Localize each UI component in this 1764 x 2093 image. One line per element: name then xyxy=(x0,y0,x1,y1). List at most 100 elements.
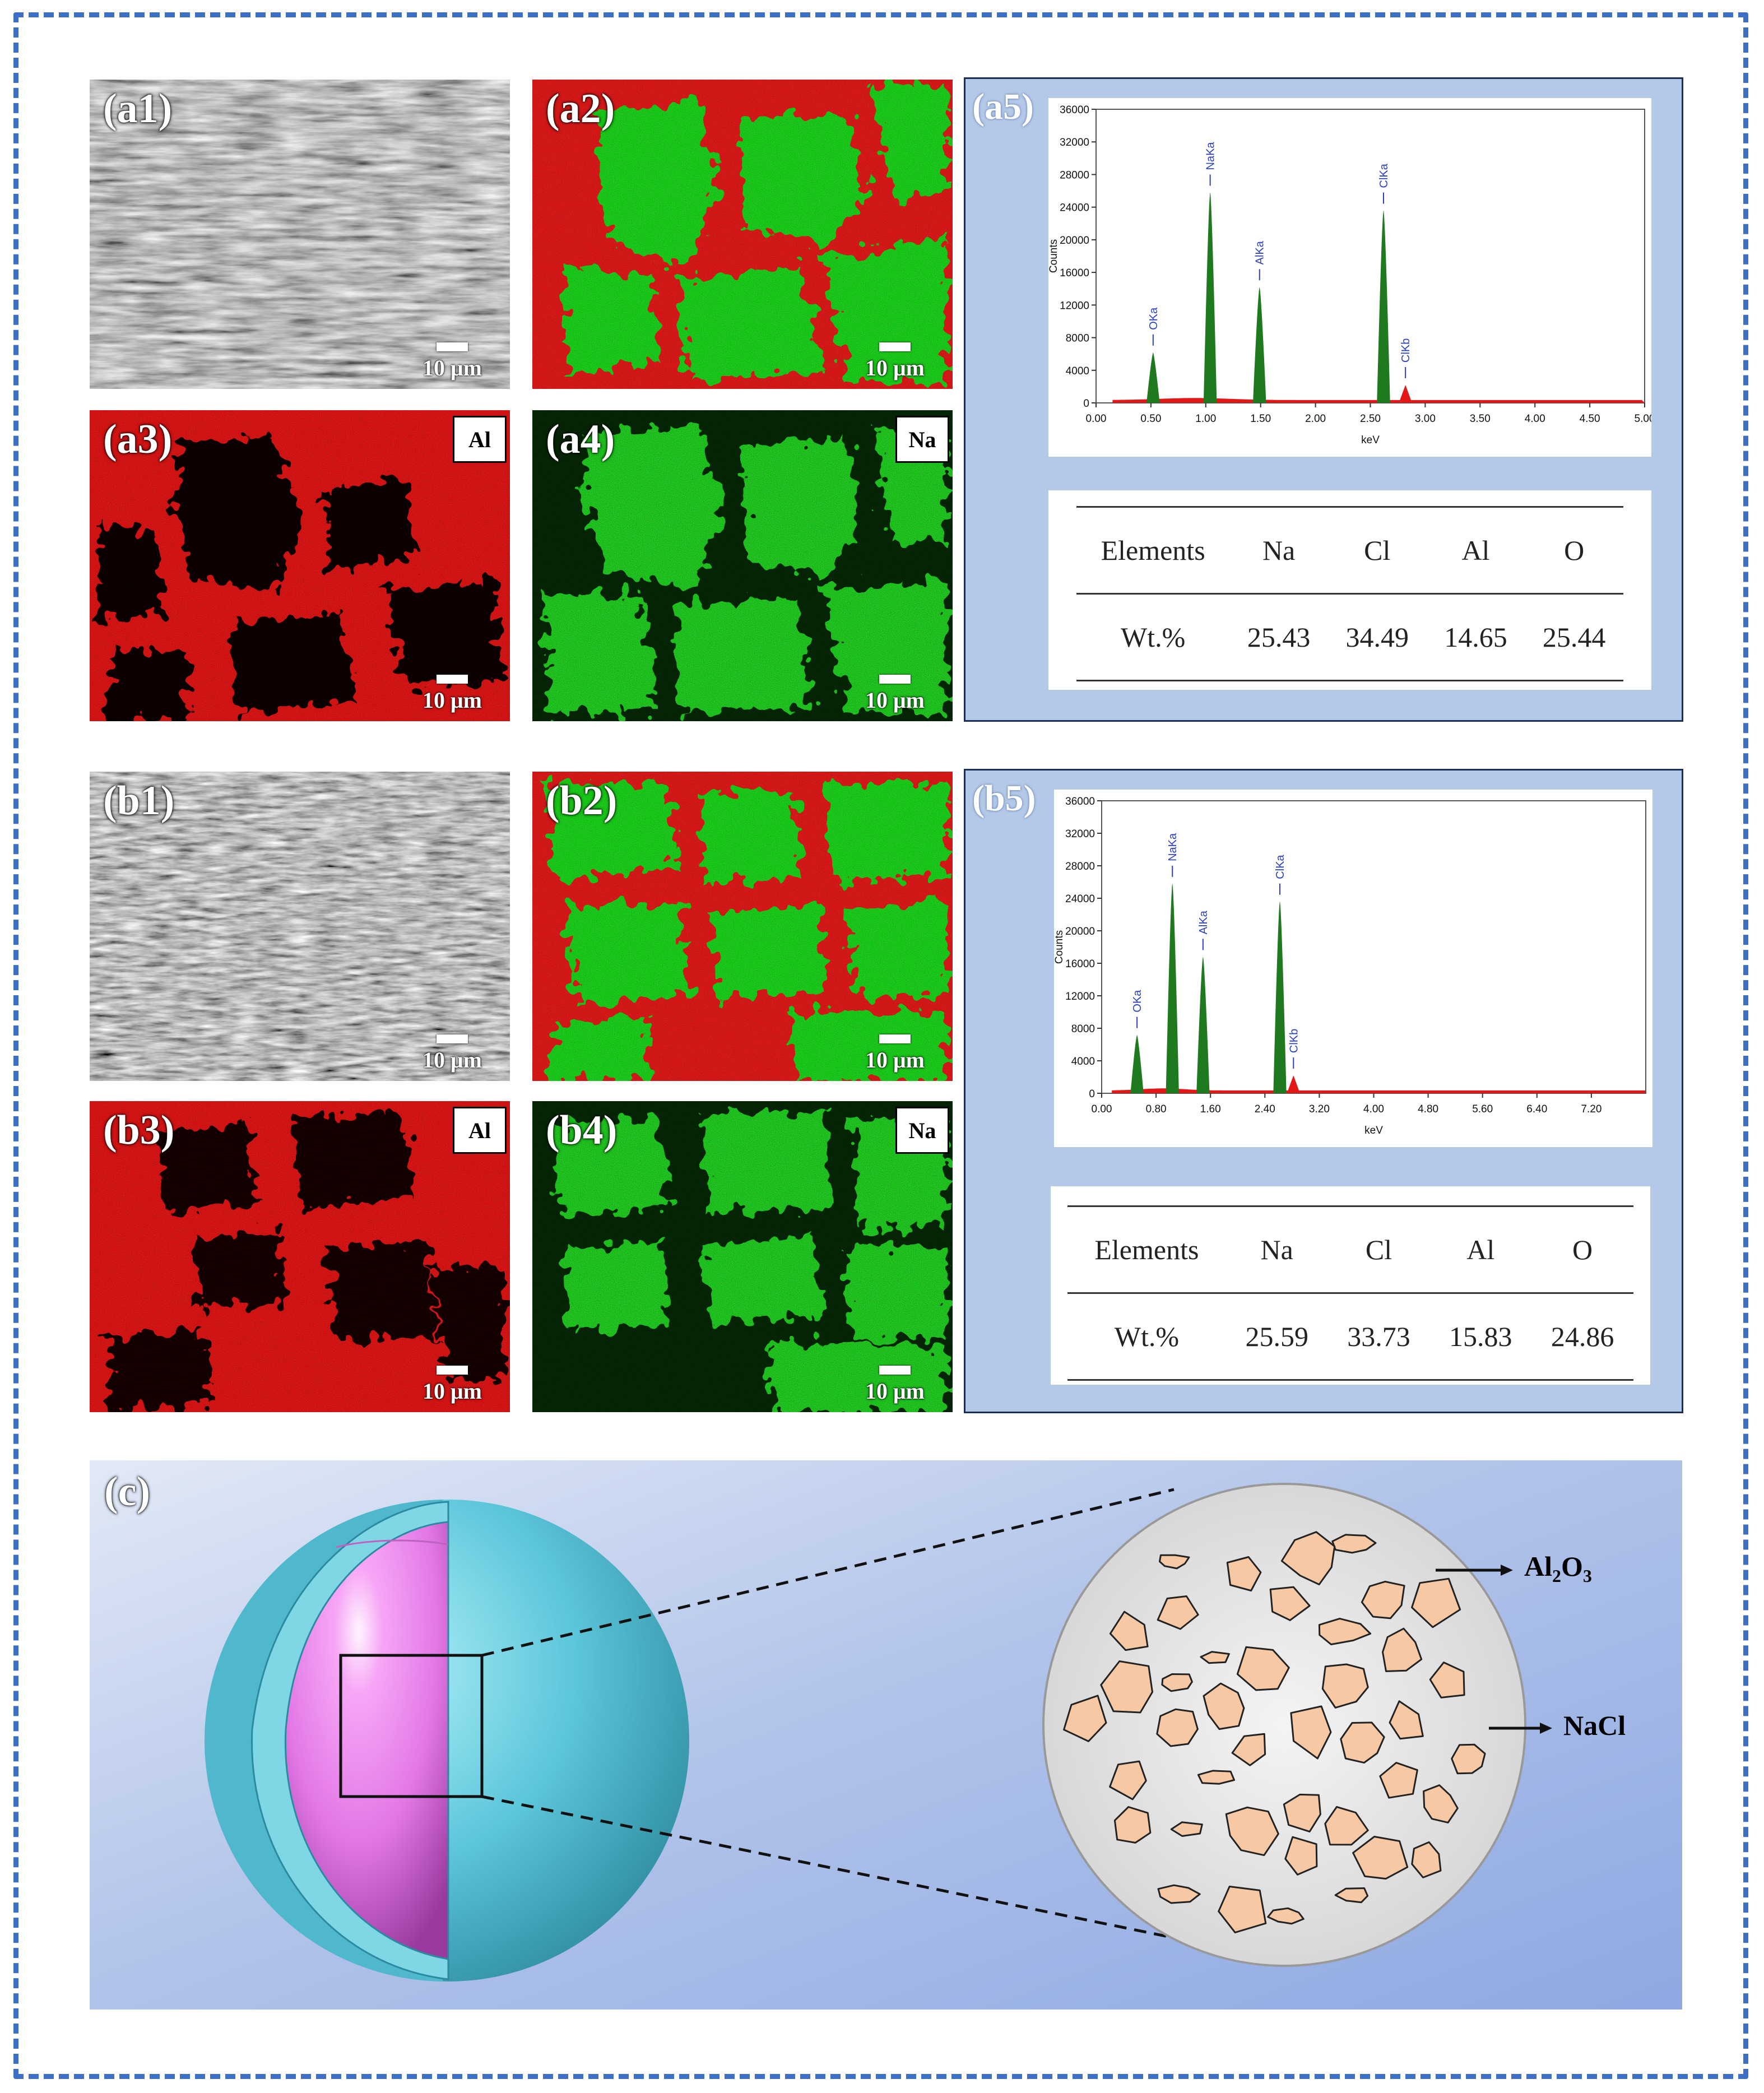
y-tick-label-0-6: 24000 xyxy=(1060,202,1089,214)
peak-AlKa-0 xyxy=(1252,287,1266,403)
scale-bar-a3: 10 μm xyxy=(410,675,494,713)
spectrum-background-1 xyxy=(1112,1088,1646,1093)
al-map-a3: (a3) Al 10 μm xyxy=(90,410,510,721)
panel-label-b4: (b4) xyxy=(546,1107,618,1153)
wt-table-b5: Elements Na Cl Al O Wt.% 25.59 33.73 15.83 24.86 xyxy=(1067,1205,1633,1381)
x-tick-label-0-6: 3.00 xyxy=(1415,413,1436,425)
x-tick-label-1-0: 0.00 xyxy=(1092,1103,1112,1115)
al2o3-particle xyxy=(1423,1784,1459,1823)
table-header-row: Elements Na Cl Al O xyxy=(1067,1205,1633,1294)
y-tick-label-0-3: 12000 xyxy=(1060,300,1089,312)
al2o3-particle xyxy=(1361,1580,1405,1619)
x-tick-label-0-4: 2.00 xyxy=(1305,413,1326,425)
y-tick-label-1-3: 12000 xyxy=(1065,991,1095,1003)
al2o3-particle xyxy=(1203,1682,1245,1730)
peak-OKa-1 xyxy=(1130,1034,1144,1093)
element-label-al-b3: Al xyxy=(453,1107,507,1154)
peak-ClKa-1 xyxy=(1273,901,1287,1093)
y-tick-label-1-8: 32000 xyxy=(1065,828,1095,840)
sem-image-b1: (b1) 10 μm xyxy=(90,772,510,1081)
table-cell: 33.73 xyxy=(1327,1293,1430,1381)
x-tick-label-0-3: 1.50 xyxy=(1250,413,1271,425)
y-axis-label-0: Counts xyxy=(1048,239,1060,273)
x-tick-label-0-9: 4.50 xyxy=(1580,413,1600,425)
al2o3-particle xyxy=(1170,1821,1203,1837)
table-header-cell: Elements xyxy=(1067,1205,1226,1294)
al2o3-particle xyxy=(1161,1673,1193,1692)
x-tick-label-1-4: 3.20 xyxy=(1309,1103,1330,1115)
al2o3-particle xyxy=(1324,1806,1369,1846)
y-tick-label-0-7: 28000 xyxy=(1060,169,1089,181)
y-tick-label-0-0: 0 xyxy=(1083,398,1089,410)
al2o3-particle xyxy=(1159,1554,1190,1570)
na-map-a4: (a4) Na 10 μm xyxy=(532,410,953,721)
al2o3-particle xyxy=(1109,1760,1147,1800)
y-tick-label-0-2: 8000 xyxy=(1066,333,1089,345)
x-tick-label-0-1: 0.50 xyxy=(1140,413,1161,425)
x-tick-label-0-2: 1.00 xyxy=(1195,413,1216,425)
x-tick-label-0-10: 5.00 xyxy=(1635,413,1651,425)
peak-label-ClKa-0: ClKa xyxy=(1378,163,1390,188)
table-cell: 14.65 xyxy=(1426,593,1525,681)
al2o3-particle xyxy=(1290,1705,1332,1760)
x-tick-label-1-5: 4.00 xyxy=(1363,1103,1384,1115)
panel-label-a4: (a4) xyxy=(546,416,615,462)
y-tick-label-1-6: 24000 xyxy=(1065,893,1095,905)
table-cell: 15.83 xyxy=(1429,1293,1532,1381)
wt-table-card-b5: Elements Na Cl Al O Wt.% 25.59 33.73 15.83 24.86 xyxy=(1051,1186,1650,1385)
core-shell-sphere xyxy=(205,1500,689,1981)
peak-NaKa-0 xyxy=(1203,192,1217,403)
table-cell: Wt.% xyxy=(1067,1293,1226,1381)
al2o3-particle xyxy=(1334,1887,1369,1904)
peak-ClKa-0 xyxy=(1377,210,1390,403)
al2o3-particle xyxy=(1197,1770,1235,1785)
peak-label-NaKa-0: NaKa xyxy=(1205,142,1217,170)
x-axis-label-1: keV xyxy=(1364,1125,1383,1136)
y-tick-label-1-9: 36000 xyxy=(1065,796,1095,808)
peak-ClKb-0 xyxy=(1399,384,1412,403)
panel-label-a2: (a2) xyxy=(546,86,615,132)
al-map-b3: (b3) Al 10 μm xyxy=(90,1101,510,1412)
y-tick-label-0-5: 20000 xyxy=(1060,235,1089,247)
zoom-line-bottom xyxy=(481,1795,1169,1938)
al2o3-particle xyxy=(1231,1733,1266,1766)
x-tick-label-0-5: 2.50 xyxy=(1360,413,1381,425)
y-tick-label-0-4: 16000 xyxy=(1060,267,1089,279)
table-row: Wt.% 25.59 33.73 15.83 24.86 xyxy=(1067,1293,1633,1381)
sem-image-a1: (a1) 10 μm xyxy=(90,80,510,389)
peak-ClKb-1 xyxy=(1287,1075,1300,1093)
y-tick-label-1-1: 4000 xyxy=(1071,1056,1095,1068)
al2o3-particle xyxy=(1389,1700,1424,1740)
table-cell: 25.59 xyxy=(1225,1293,1328,1381)
peak-label-OKa-0: OKa xyxy=(1148,307,1160,330)
scale-bar-a1: 10 μm xyxy=(410,342,494,381)
x-axis-label-0: keV xyxy=(1361,434,1380,446)
panel-label-b2: (b2) xyxy=(546,778,618,824)
panel-label-c: (c) xyxy=(104,1469,151,1515)
al2o3-particle xyxy=(1157,1595,1199,1630)
table-header-cell: O xyxy=(1531,1205,1633,1294)
al2o3-particle xyxy=(1226,1556,1262,1591)
table-header-cell: Na xyxy=(1229,506,1328,595)
al2o3-label: Al2O3 xyxy=(1524,1551,1592,1586)
al2o3-particle xyxy=(1379,1762,1418,1799)
peak-label-AlKa-1: AlKa xyxy=(1197,910,1210,934)
table-header-cell: Na xyxy=(1225,1205,1328,1294)
scale-bar-a4: 10 μm xyxy=(853,675,937,713)
na-map-b4: (b4) Na 10 μm xyxy=(532,1101,953,1412)
scale-bar-b2: 10 μm xyxy=(853,1034,937,1073)
element-label-al-a3: Al xyxy=(453,416,507,463)
al2o3-particle xyxy=(1157,1884,1201,1904)
al2o3-particle xyxy=(1340,1721,1385,1764)
eds-spectrum-a5: 0 4000 8000 12000 16000 20000 24000 28000 32000 3… xyxy=(1048,104,1655,446)
wt-table-card-a5: Elements Na Cl Al O Wt.% 25.43 34.49 14.65 25.44 xyxy=(1048,490,1651,690)
x-tick-label-1-9: 7.20 xyxy=(1581,1103,1601,1115)
eds-overlay-map-b2: (b2) 10 μm xyxy=(532,772,953,1081)
y-tick-label-0-8: 32000 xyxy=(1060,137,1089,148)
al2o3-particle xyxy=(1352,1836,1409,1880)
table-header-cell: Cl xyxy=(1327,506,1427,595)
x-tick-label-1-3: 2.40 xyxy=(1255,1103,1275,1115)
al2o3-particle xyxy=(1284,1836,1318,1876)
schematic-panel-c: (c) xyxy=(90,1460,1682,2010)
panel-label-a5: (a5) xyxy=(972,86,1034,127)
